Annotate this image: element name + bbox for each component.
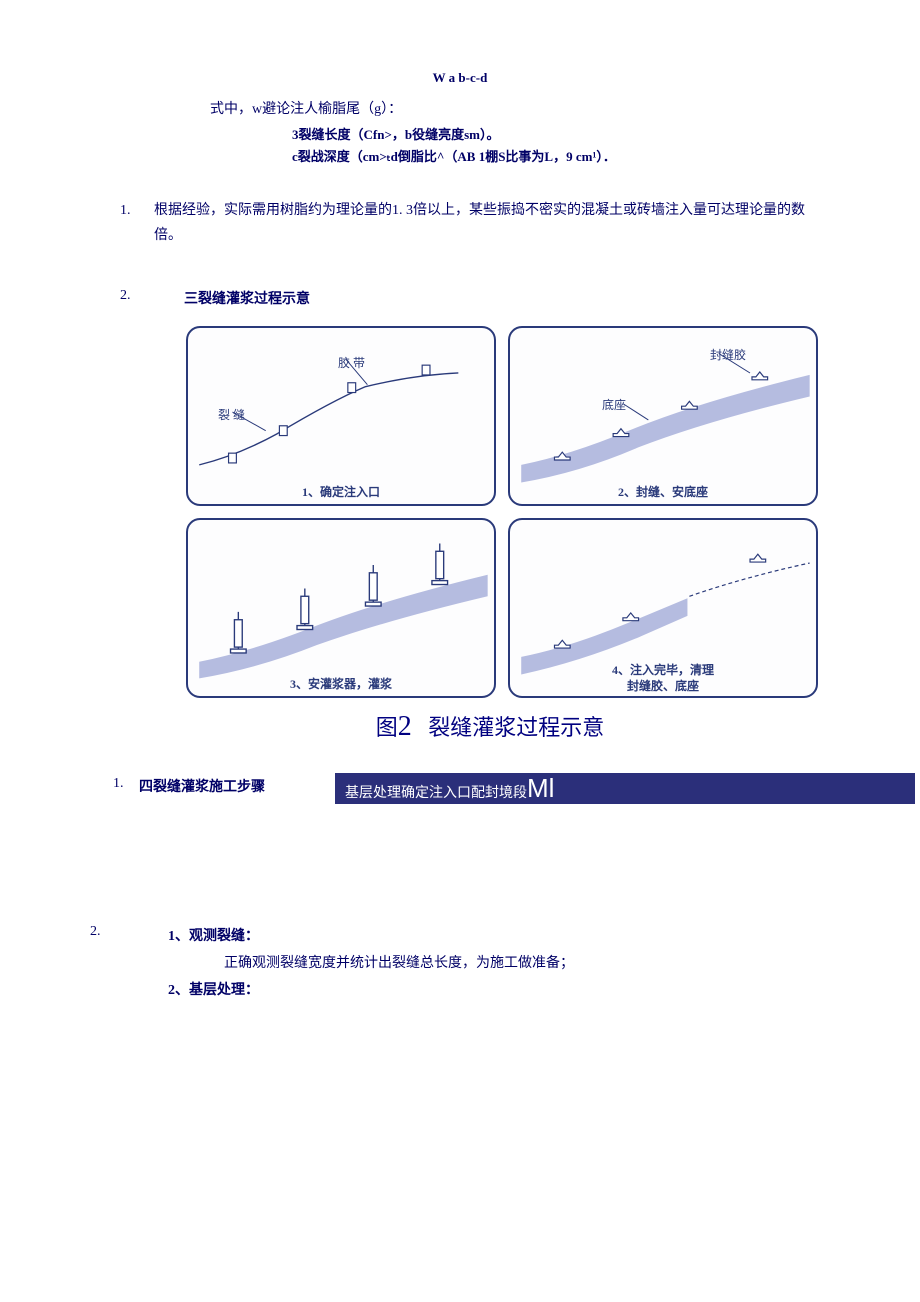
figure-prefix: 图	[376, 715, 398, 740]
observation-body: 1、观测裂缝： 正确观测裂缝宽度并统计出裂缝总长度，为施工做准备； 2、基层处理…	[168, 924, 920, 1004]
panel-4-caption: 4、注入完毕，清理 封缝胶、底座	[510, 663, 816, 694]
formula-line-2: 3裂缝长度（Cfn>，b役缝亮度sm）。	[292, 124, 920, 146]
figure-caption: 图2 裂缝灌浆过程示意	[60, 710, 920, 743]
observation-number: 2.	[90, 924, 168, 1004]
diagram-grid: 胶 带 裂 缝 1、确定注入口 封缝胶 底座 2、封缝、安底座	[186, 326, 826, 698]
panel-4: 4、注入完毕，清理 封缝胶、底座	[508, 518, 818, 698]
panel-2-label-base: 底座	[602, 396, 626, 413]
formula-line-3: c裂战深度（cm>ₜd倒脂比^（AB 1棚S比事为L，9 cm¹）．	[292, 146, 920, 168]
injector-icon	[297, 589, 313, 630]
panel-3-caption: 3、安灌浆器，灌浆	[188, 675, 494, 692]
steps-bar: 基层处理确定注入口配封境段Ml	[335, 773, 915, 804]
observation-block: 2. 1、观测裂缝： 正确观测裂缝宽度并统计出裂缝总长度，为施工做准备； 2、基…	[90, 924, 920, 1004]
observe-heading-1: 1、观测裂缝：	[168, 924, 920, 951]
panel-1-label-crack: 裂 缝	[218, 406, 245, 423]
diagram-row-2: 3、安灌浆器，灌浆 4、注入完毕，清理 封缝胶、底座	[186, 518, 826, 698]
figure-title: 裂缝灌浆过程示意	[428, 715, 604, 740]
formula-title: W a b-c-d	[0, 70, 920, 86]
paragraph-1-text: 根据经验，实际需用树脂约为理论量的1. 3倍以上，某些振捣不密实的混凝土或砖墙注…	[154, 198, 820, 248]
steps-bar-text: 基层处理确定注入口配封境段	[345, 782, 527, 802]
injector-icon	[432, 544, 448, 585]
injector-icon	[365, 565, 381, 606]
steps-bar-big: Ml	[527, 779, 554, 797]
section-2-heading: 2. 三裂缝灌浆过程示意	[120, 288, 820, 308]
formula-block: 式中，w避论注人榆脂尾（g）： 3裂缝长度（Cfn>，b役缝亮度sm）。 c裂战…	[210, 98, 920, 168]
steps-heading-row: 1. 四裂缝灌浆施工步骤 基层处理确定注入口配封境段Ml	[113, 773, 920, 804]
steps-title: 四裂缝灌浆施工步骤	[139, 773, 317, 796]
base-icon	[554, 372, 767, 460]
injector-icon	[231, 612, 247, 653]
panel-3: 3、安灌浆器，灌浆	[186, 518, 496, 698]
paragraph-1: 1. 根据经验，实际需用树脂约为理论量的1. 3倍以上，某些振捣不密实的混凝土或…	[120, 198, 820, 248]
section-2-title: 三裂缝灌浆过程示意	[184, 288, 310, 308]
panel-1-caption: 1、确定注入口	[188, 483, 494, 500]
paragraph-1-number: 1.	[120, 198, 154, 248]
panel-3-svg	[188, 520, 494, 696]
observe-heading-2: 2、基层处理：	[168, 978, 920, 1005]
steps-number: 1.	[113, 773, 139, 792]
panel-1-label-tape: 胶 带	[338, 354, 365, 371]
section-2-number: 2.	[120, 288, 184, 308]
formula-line-1: 式中，w避论注人榆脂尾（g）：	[210, 98, 920, 122]
observe-text-1: 正确观测裂缝宽度并统计出裂缝总长度，为施工做准备；	[224, 951, 920, 978]
panel-1: 胶 带 裂 缝 1、确定注入口	[186, 326, 496, 506]
panel-2-caption: 2、封缝、安底座	[510, 483, 816, 500]
panel-2-label-seal: 封缝胶	[710, 346, 746, 363]
panel-2-svg	[510, 328, 816, 504]
figure-number: 2	[398, 711, 412, 742]
panel-2: 封缝胶 底座 2、封缝、安底座	[508, 326, 818, 506]
diagram-row-1: 胶 带 裂 缝 1、确定注入口 封缝胶 底座 2、封缝、安底座	[186, 326, 826, 506]
